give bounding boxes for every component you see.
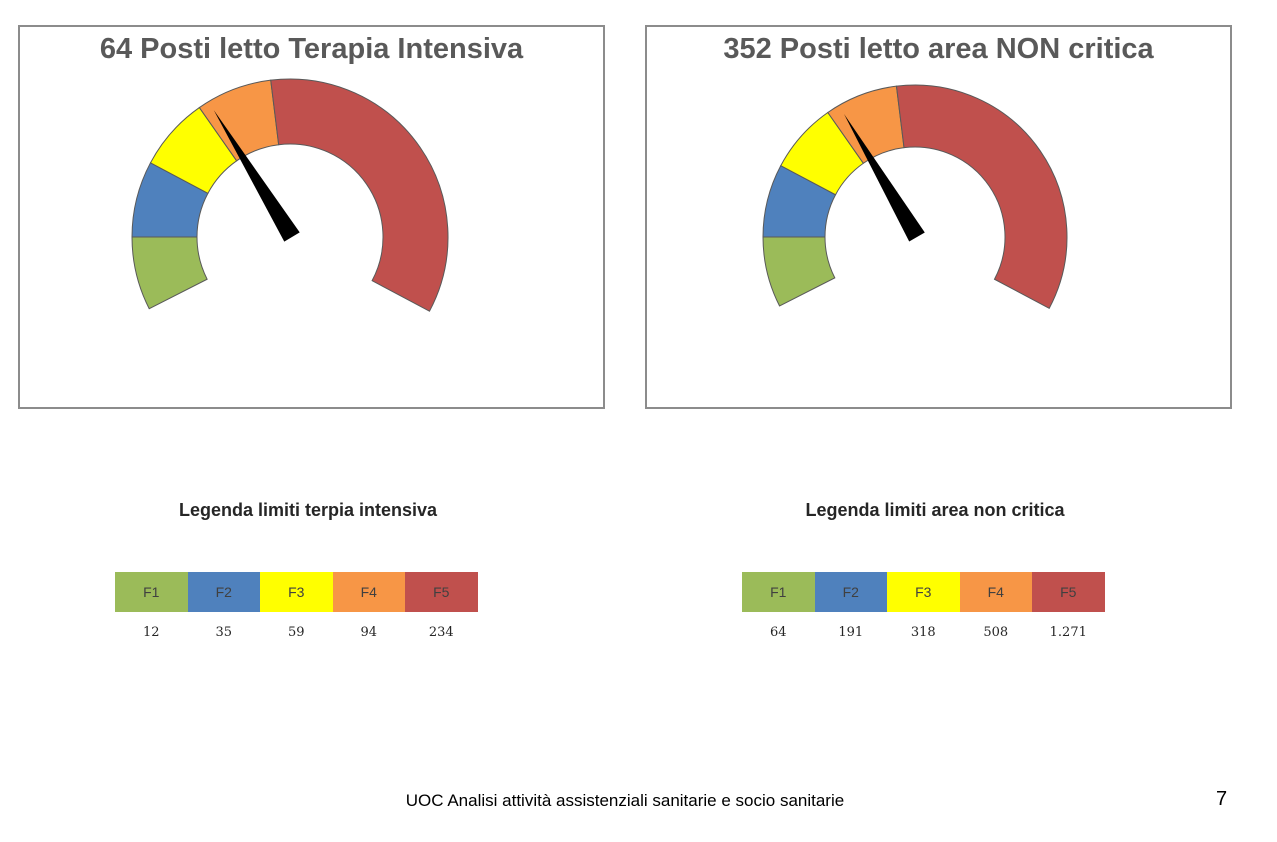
gauge-panel-area-non-critica: 352 Posti letto area NON critica [645, 25, 1232, 409]
legend-value-f3: 318 [910, 624, 936, 640]
legend-value-f4: 508 [983, 624, 1009, 640]
legend-cell-f2: F2 [187, 572, 260, 612]
legend-cell-f3: F3 [887, 572, 960, 612]
legend-table: F1 F2 F3 F4 F5 12 35 59 94 234 [115, 572, 478, 652]
chart-title: 64 Posti letto Terapia Intensiva [99, 33, 524, 65]
legend-label-row: F1 F2 F3 F4 F5 [742, 572, 1105, 612]
page-number: 7 [1216, 788, 1228, 810]
footer-text: UOC Analisi attività assistenziali sanit… [405, 791, 845, 810]
legend-value-f2: 191 [838, 624, 864, 640]
gauge-needle [844, 114, 925, 242]
legend-value-f4: 94 [360, 624, 378, 640]
gauge-band-f5 [895, 84, 1068, 310]
legend-title: Legenda limiti terpia intensiva [178, 500, 438, 520]
gauge-band-f5 [270, 78, 449, 312]
legend-cell-f4: F4 [959, 572, 1032, 612]
gauge-chart [762, 84, 1068, 310]
gauge-needle [213, 110, 300, 242]
legend-cell-f2: F2 [814, 572, 887, 612]
legend-title: Legenda limiti area non critica [805, 500, 1065, 520]
gauge-chart [131, 78, 449, 312]
legend-cell-f4: F4 [332, 572, 405, 612]
legend-value-row: 12 35 59 94 234 [115, 612, 478, 652]
legend-cell-f5: F5 [1032, 572, 1105, 612]
legend-cell-f1: F1 [115, 572, 188, 612]
legend-value-f3: 59 [287, 624, 305, 640]
legend-value-f1: 12 [142, 624, 160, 640]
legend-value-f5: 1.271 [1049, 624, 1087, 640]
legend-label-row: F1 F2 F3 F4 F5 [115, 572, 478, 612]
legend-cell-f1: F1 [742, 572, 815, 612]
gauge-panel-terapia-intensiva: 64 Posti letto Terapia Intensiva [18, 25, 605, 409]
legend-value-f2: 35 [215, 624, 233, 640]
legend-value-f1: 64 [769, 624, 787, 640]
legend-table: F1 F2 F3 F4 F5 64 191 318 508 1.271 [742, 572, 1105, 652]
gauge-band-f1 [762, 236, 836, 307]
legend-value-row: 64 191 318 508 1.271 [742, 612, 1105, 652]
legend-cell-f3: F3 [260, 572, 333, 612]
chart-title: 352 Posti letto area NON critica [723, 33, 1154, 65]
gauge-band-f1 [131, 236, 208, 310]
legend-value-f5: 234 [428, 624, 454, 640]
legend-cell-f5: F5 [405, 572, 478, 612]
